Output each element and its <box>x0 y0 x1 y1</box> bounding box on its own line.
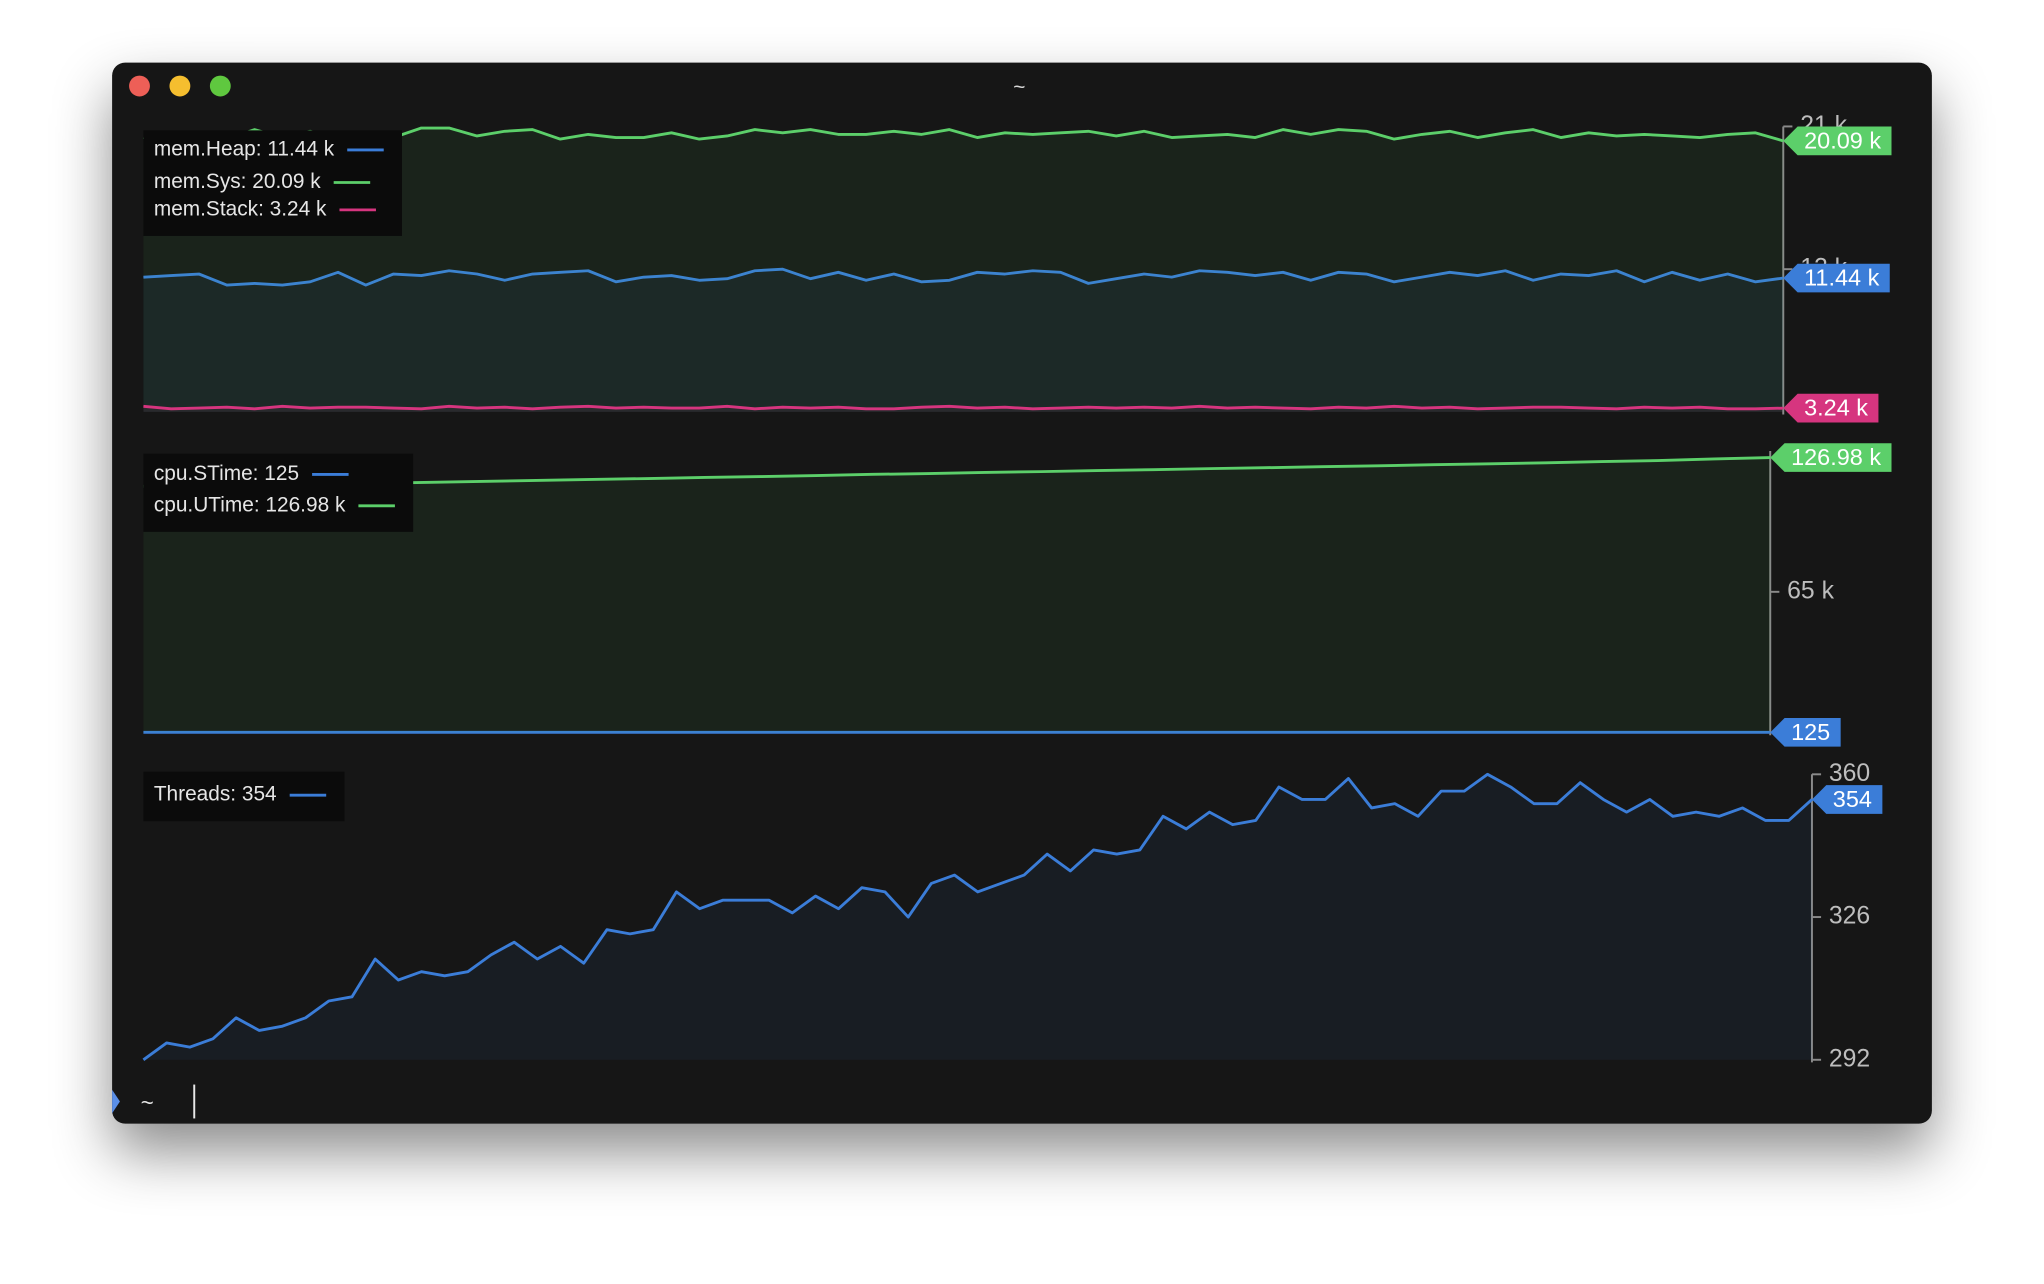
y-tick-label: 326 <box>1829 903 1870 930</box>
legend-background <box>143 453 414 532</box>
series-line <box>143 267 1784 287</box>
badge-label: 3.24 k <box>1804 395 1868 421</box>
badge-label: 126.98 k <box>1791 444 1881 470</box>
legend-label: cpu.STime: 125 <box>154 462 299 485</box>
legend: cpu.STime: 125 cpu.UTime: 126.98 k <box>143 453 414 532</box>
badge-label: 125 <box>1791 719 1830 745</box>
series-line <box>142 772 1813 1061</box>
close-button[interactable] <box>129 75 150 97</box>
last-value-badge: 3.24 k <box>1783 393 1879 423</box>
legend-label: mem.Stack: 3.24 k <box>154 197 327 220</box>
zoom-button[interactable] <box>209 75 231 97</box>
badge-shape <box>1783 126 1892 156</box>
minimize-button[interactable] <box>169 75 191 97</box>
y-tick-label: 292 <box>1829 1045 1870 1072</box>
series-area <box>143 128 1784 412</box>
badge-shape <box>1783 393 1879 423</box>
legend-label: mem.Heap: 11.44 k <box>154 137 335 160</box>
legend-label: mem.Sys: 20.09 k <box>154 170 321 193</box>
series-area <box>143 269 1784 412</box>
series-line <box>143 126 1784 143</box>
last-value-badge: 20.09 k <box>1783 126 1892 156</box>
badge-shape <box>1770 443 1892 472</box>
legend-label: Threads: 354 <box>154 783 277 806</box>
badge-shape <box>1783 263 1890 293</box>
badge-label: 354 <box>1833 786 1872 812</box>
legend: mem.Heap: 11.44 k mem.Sys: 20.09 k mem.Sta… <box>143 130 402 236</box>
series-area <box>143 457 1771 733</box>
prompt-arrow <box>112 1089 120 1114</box>
badge-label: 20.09 k <box>1804 127 1881 153</box>
badge-shape <box>1770 717 1841 747</box>
series-area <box>143 774 1812 1060</box>
legend: Threads: 354 <box>143 771 345 822</box>
badge-label: 11.44 k <box>1804 265 1879 291</box>
last-value-badge: 11.44 k <box>1783 263 1890 293</box>
legend-label: cpu.UTime: 126.98 k <box>154 493 346 516</box>
y-tick-label: 65 k <box>1787 577 1834 604</box>
series-line <box>143 404 1784 411</box>
terminal-window <box>112 62 1932 1124</box>
window-title: ~ <box>1013 76 1025 99</box>
y-tick-label: 360 <box>1829 760 1870 787</box>
prompt: ~ <box>141 1090 154 1115</box>
last-value-badge: 126.98 k <box>1770 443 1892 472</box>
badge-shape <box>1811 785 1883 814</box>
last-value-badge: 125 <box>1770 717 1841 747</box>
series-line <box>143 456 1771 488</box>
last-value-badge: 354 <box>1811 785 1883 814</box>
